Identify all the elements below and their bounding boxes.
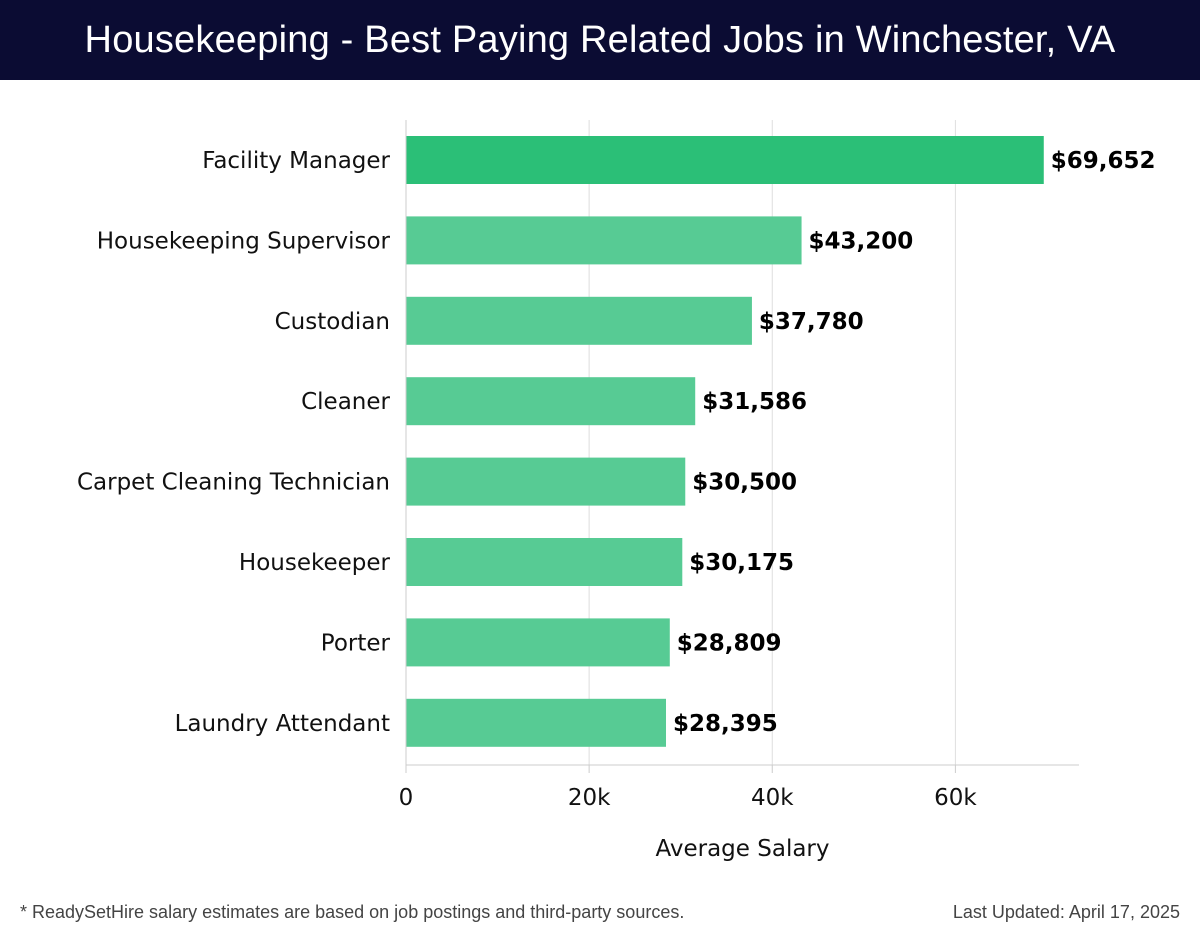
labels: 0 20k 40k 60k Facility Manager $69,652 Houseke… — [77, 148, 1156, 862]
chart-header: Housekeeping - Best Paying Related Jobs … — [0, 0, 1200, 80]
bar — [406, 538, 683, 586]
bar — [406, 216, 802, 265]
bar — [406, 457, 686, 506]
value-label: $30,175 — [689, 550, 794, 576]
x-tick-label: 40k — [751, 785, 794, 811]
footnote: * ReadySetHire salary estimates are base… — [20, 902, 685, 922]
value-label: $43,200 — [809, 228, 914, 254]
x-tick-label: 20k — [568, 785, 611, 811]
chart-title: Housekeeping - Best Paying Related Jobs … — [84, 18, 1116, 61]
bar — [406, 618, 670, 667]
category-label: Laundry Attendant — [175, 711, 390, 737]
category-label: Porter — [321, 630, 391, 656]
value-label: $31,586 — [702, 389, 807, 415]
value-label: $37,780 — [759, 309, 864, 335]
axes — [405, 120, 1079, 773]
x-tick-label: 0 — [399, 785, 414, 811]
category-label: Housekeeper — [239, 550, 391, 576]
bar — [406, 296, 752, 345]
value-label: $30,500 — [692, 470, 797, 496]
x-axis-title: Average Salary — [655, 836, 829, 862]
last-updated: Last Updated: April 17, 2025 — [952, 902, 1180, 922]
category-label: Custodian — [275, 309, 390, 335]
bar — [406, 136, 1044, 184]
category-label: Cleaner — [301, 389, 390, 415]
x-tick-label: 60k — [934, 785, 977, 811]
bar — [406, 377, 696, 426]
bar-chart: 0 20k 40k 60k Facility Manager $69,652 Houseke… — [77, 120, 1156, 862]
category-label: Carpet Cleaning Technician — [77, 470, 390, 496]
value-label: $28,395 — [673, 711, 778, 737]
category-label: Housekeeping Supervisor — [97, 228, 391, 254]
bars — [406, 136, 1044, 747]
bar — [406, 698, 666, 747]
value-label: $69,652 — [1051, 148, 1156, 174]
value-label: $28,809 — [677, 630, 782, 656]
category-label: Facility Manager — [202, 148, 390, 174]
